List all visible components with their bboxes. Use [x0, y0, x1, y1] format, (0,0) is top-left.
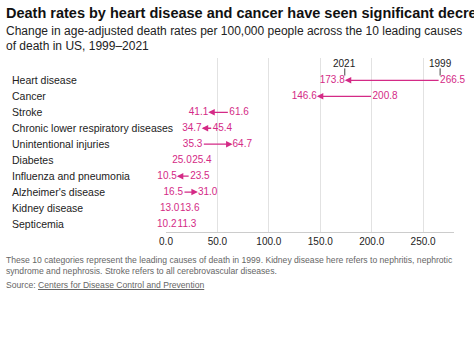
svg-text:Unintentional injuries: Unintentional injuries [12, 138, 109, 150]
svg-text:34.7: 34.7 [182, 122, 202, 133]
html-text:Source: Centers for Disease Co: Source: Centers for Disease Control and … [6, 280, 205, 290]
svg-text:173.8: 173.8 [320, 74, 345, 85]
svg-text:23.5: 23.5 [190, 170, 210, 181]
svg-text:Alzheimer's disease: Alzheimer's disease [12, 186, 105, 198]
svg-text:200.8: 200.8 [373, 90, 398, 101]
svg-text:Stroke: Stroke [12, 106, 43, 118]
svg-text:Cancer: Cancer [12, 90, 46, 102]
svg-text:Kidney disease: Kidney disease [12, 202, 83, 214]
svg-text:11.3: 11.3 [178, 218, 197, 229]
svg-text:146.6: 146.6 [292, 90, 317, 101]
svg-text:35.3: 35.3 [183, 138, 203, 149]
svg-text:200.0: 200.0 [359, 236, 384, 247]
svg-text:0.0: 0.0 [159, 236, 173, 247]
svg-text:1999: 1999 [429, 58, 452, 69]
svg-text:150.0: 150.0 [308, 236, 333, 247]
svg-text:Heart disease: Heart disease [12, 74, 77, 86]
svg-text:Septicemia: Septicemia [12, 218, 64, 230]
svg-text:10.5: 10.5 [157, 170, 177, 181]
svg-text:266.5: 266.5 [440, 74, 465, 85]
svg-text:50.0: 50.0 [208, 236, 228, 247]
svg-text:Influenza and pneumonia: Influenza and pneumonia [12, 170, 130, 182]
svg-text:61.6: 61.6 [229, 106, 249, 117]
svg-text:45.4: 45.4 [213, 122, 233, 133]
svg-text:25.4: 25.4 [192, 154, 212, 165]
svg-text:31.0: 31.0 [198, 186, 218, 197]
svg-text:13.6: 13.6 [180, 202, 200, 213]
svg-text:100.0: 100.0 [256, 236, 281, 247]
svg-text:2021: 2021 [333, 58, 356, 69]
svg-text:Chronic lower respiratory dise: Chronic lower respiratory diseases [12, 122, 173, 134]
html-text:These 10 categories represent: These 10 categories represent the leadin… [6, 255, 453, 276]
svg-text:250.0: 250.0 [411, 236, 436, 247]
svg-text:13.0: 13.0 [160, 202, 180, 213]
svg-text:64.7: 64.7 [233, 138, 253, 149]
svg-text:41.1: 41.1 [189, 106, 209, 117]
svg-text:10.2: 10.2 [157, 218, 177, 229]
svg-text:16.5: 16.5 [164, 186, 184, 197]
svg-text:25.0: 25.0 [172, 154, 192, 165]
html-text:Change in age-adjusted death r: Change in age-adjusted death rates per 1… [6, 24, 463, 53]
svg-text:Diabetes: Diabetes [12, 154, 53, 166]
